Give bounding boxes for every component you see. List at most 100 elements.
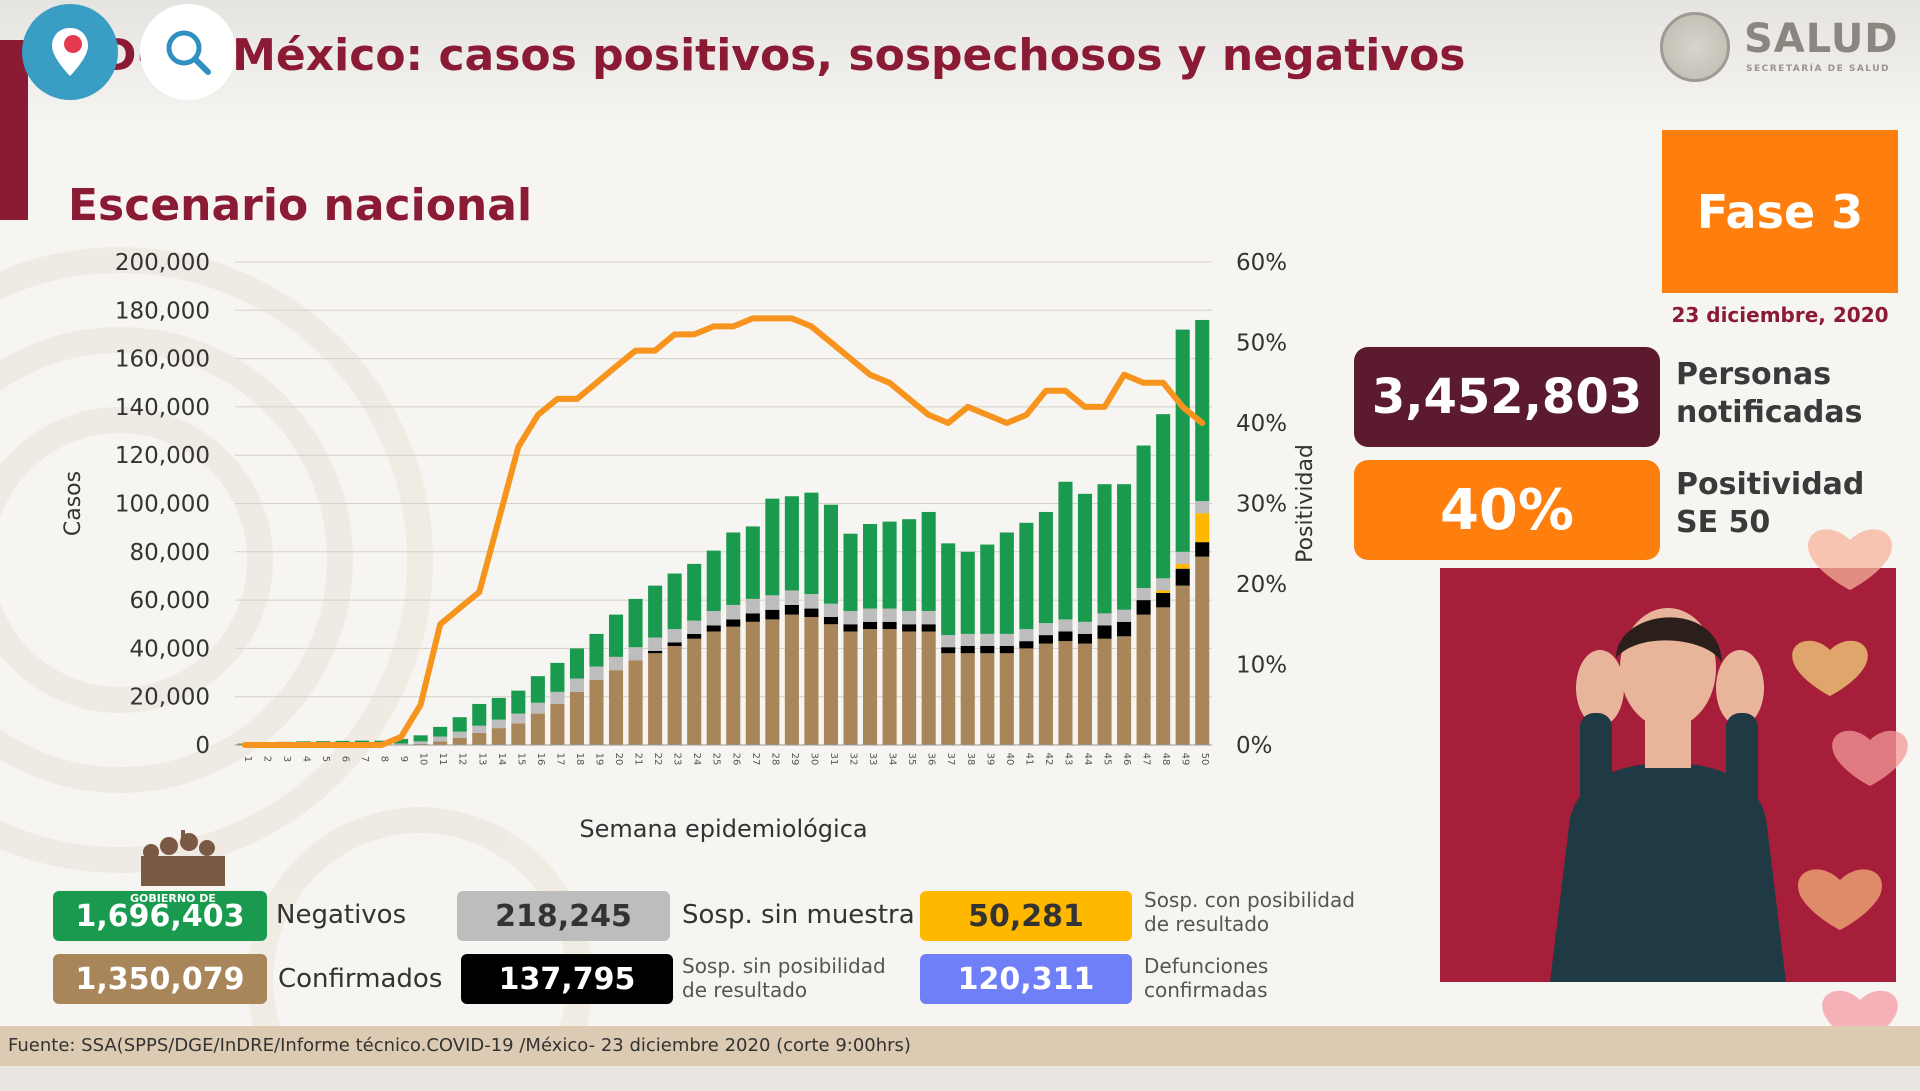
x-tick-label: 9 bbox=[398, 756, 409, 762]
x-tick-label: 6 bbox=[339, 756, 350, 762]
bar-segment bbox=[921, 610, 936, 625]
bar-segment bbox=[1097, 625, 1112, 639]
positivity-label-line1: Positividad bbox=[1676, 467, 1865, 502]
bar-segment bbox=[784, 604, 799, 615]
search-button[interactable] bbox=[140, 4, 236, 100]
y-tick-label: 80,000 bbox=[130, 540, 210, 566]
bar-segment bbox=[882, 621, 897, 630]
x-tick-label: 8 bbox=[379, 756, 390, 762]
bar-segment bbox=[1019, 629, 1034, 642]
y-tick-label: 100,000 bbox=[115, 492, 210, 518]
stacked-bar-chart: 0 20,000 40,000 60,000 80,000 100,000 120,000 1… bbox=[61, 250, 1318, 843]
bar-segment bbox=[980, 645, 995, 654]
section-title: Escenario nacional bbox=[68, 180, 533, 231]
bar-segment bbox=[804, 617, 819, 745]
bar-segment bbox=[667, 629, 682, 643]
bar-segment bbox=[472, 725, 487, 733]
bar-segment bbox=[706, 610, 721, 626]
bar-segment bbox=[882, 521, 897, 609]
bar-segment bbox=[1175, 585, 1190, 745]
x-tick-label: 5 bbox=[320, 756, 331, 762]
bar-segment bbox=[530, 702, 545, 714]
location-pin-icon bbox=[52, 28, 88, 76]
positivity-series-line bbox=[241, 315, 1206, 748]
x-tick-label: 10 bbox=[418, 753, 429, 766]
bar-segment bbox=[999, 653, 1014, 745]
bar-segment bbox=[1156, 590, 1171, 593]
x-tick-label: 29 bbox=[789, 753, 800, 766]
search-icon bbox=[166, 30, 211, 75]
bar-segment bbox=[823, 624, 839, 745]
bar-segment bbox=[433, 741, 448, 745]
bar-segment bbox=[882, 629, 897, 745]
notified-value: 3,452,803 bbox=[1354, 347, 1660, 447]
x-tick-label: 41 bbox=[1023, 753, 1034, 766]
bar-segment bbox=[1038, 511, 1053, 624]
y-tick-label: 140,000 bbox=[115, 395, 210, 421]
x-tick-label: 12 bbox=[457, 753, 468, 766]
bar-segment bbox=[1038, 635, 1053, 644]
x-tick-label: 44 bbox=[1082, 753, 1093, 766]
bar-segment bbox=[1117, 609, 1132, 622]
legend-defunciones-line1: Defunciones bbox=[1144, 954, 1269, 978]
x-tick-label: 26 bbox=[730, 753, 741, 766]
bar-segment bbox=[687, 638, 702, 745]
x-tick-label: 19 bbox=[593, 753, 604, 766]
x-tick-label: 36 bbox=[926, 753, 937, 766]
bar-segment bbox=[608, 670, 624, 745]
bar-segment bbox=[921, 631, 936, 745]
bar-segment bbox=[726, 604, 741, 620]
bar-segment bbox=[999, 645, 1014, 654]
x-tick-label: 11 bbox=[437, 753, 448, 766]
bar-segment bbox=[1077, 633, 1093, 644]
bar-segment bbox=[1058, 619, 1073, 632]
bar-segment bbox=[1195, 319, 1210, 502]
bar-segment bbox=[491, 697, 506, 720]
periscope-button[interactable] bbox=[22, 4, 118, 100]
bar-segment bbox=[1156, 414, 1171, 579]
x-tick-label: 31 bbox=[828, 753, 839, 766]
legend-sosp-con-posibilidad-value: 50,281 bbox=[920, 891, 1132, 941]
bar-segment bbox=[1136, 588, 1151, 601]
bar-segment bbox=[804, 594, 819, 609]
y2-tick-label: 0% bbox=[1236, 733, 1273, 759]
bar-segment bbox=[1175, 568, 1190, 586]
bar-segment bbox=[706, 550, 721, 611]
bar-segment bbox=[902, 519, 917, 611]
bar-segment bbox=[628, 598, 643, 648]
x-tick-label: 43 bbox=[1062, 753, 1073, 766]
x-tick-label: 49 bbox=[1180, 753, 1191, 766]
notified-label-line2: notificadas bbox=[1676, 395, 1863, 430]
x-tick-label: 23 bbox=[672, 753, 683, 766]
source-footer: Fuente: SSA(SPPS/DGE/InDRE/Informe técni… bbox=[0, 1026, 1920, 1066]
legend-sosp-sin-posibilidad-line1: Sosp. sin posibilidad bbox=[682, 954, 886, 978]
legend-sosp-con-posibilidad-label: Sosp. con posibilidad de resultado bbox=[1144, 888, 1355, 936]
bar-segment bbox=[530, 713, 545, 745]
legend-confirmados-value: 1,350,079 bbox=[53, 954, 267, 1004]
bar-segment bbox=[452, 717, 467, 732]
x-tick-label: 30 bbox=[808, 753, 819, 766]
bar-segment bbox=[1195, 513, 1210, 543]
salud-logo: SALUD SECRETARÍA DE SALUD bbox=[1660, 12, 1910, 87]
legend-sosp-sin-posibilidad-value: 137,795 bbox=[461, 954, 673, 1004]
x-tick-label: 15 bbox=[515, 753, 526, 766]
x-tick-label: 2 bbox=[261, 756, 272, 762]
page-title: D-19 México: casos positivos, sospechoso… bbox=[100, 30, 1466, 81]
x-tick-label: 38 bbox=[965, 753, 976, 766]
x-tick-label: 37 bbox=[945, 753, 956, 766]
x-tick-label: 22 bbox=[652, 753, 663, 766]
bar-segment bbox=[999, 633, 1014, 646]
x-tick-label: 39 bbox=[984, 753, 995, 766]
bar-segment bbox=[608, 656, 624, 671]
y-tick-label: 40,000 bbox=[130, 636, 210, 662]
bar-segment bbox=[1077, 621, 1093, 634]
bar-segment bbox=[1136, 445, 1151, 589]
bar-segment bbox=[530, 676, 545, 703]
bar-segment bbox=[1019, 648, 1034, 745]
bar-segment bbox=[960, 653, 975, 745]
bar-segment bbox=[980, 653, 995, 745]
x-tick-label: 47 bbox=[1141, 753, 1152, 766]
bar-segment bbox=[648, 650, 663, 654]
bar-segment bbox=[1058, 481, 1073, 620]
